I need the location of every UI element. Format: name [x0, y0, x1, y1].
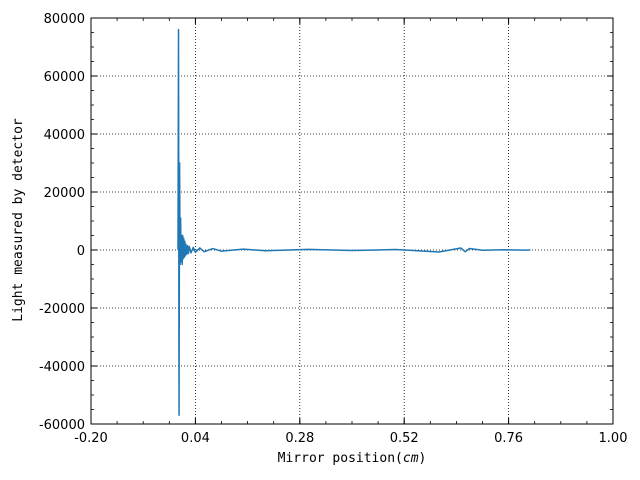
x-tick-label: 0.28 [285, 431, 314, 446]
y-tick-label: 80000 [44, 12, 85, 27]
y-tick-label: 0 [77, 244, 85, 259]
plot-frame [90, 17, 614, 425]
x-tick-labels: -0.20 0.04 0.28 0.52 0.76 1.00 [74, 431, 627, 446]
grid-lines [90, 17, 614, 425]
y-tick-label: -40000 [39, 360, 85, 375]
y-axis-label: Light measured by detector [11, 118, 26, 322]
axis-ticks [90, 17, 614, 425]
x-tick-label: 0.76 [494, 431, 523, 446]
series-layer [177, 28, 531, 417]
y-tick-labels: -60000 -40000 -20000 0 20000 40000 60000 80000 [39, 12, 85, 433]
y-tick-label: 20000 [44, 186, 85, 201]
x-tick-label: 0.04 [181, 431, 210, 446]
y-tick-label: -60000 [39, 418, 85, 433]
series-line [177, 28, 531, 417]
x-tick-label: 0.52 [390, 431, 419, 446]
x-tick-label: -0.20 [74, 431, 108, 446]
x-axis-label: Mirror position(cm) [278, 451, 427, 466]
y-tick-label: 60000 [44, 70, 85, 85]
y-tick-label: 40000 [44, 128, 85, 143]
y-tick-label: -20000 [39, 302, 85, 317]
x-tick-label: 1.00 [599, 431, 628, 446]
